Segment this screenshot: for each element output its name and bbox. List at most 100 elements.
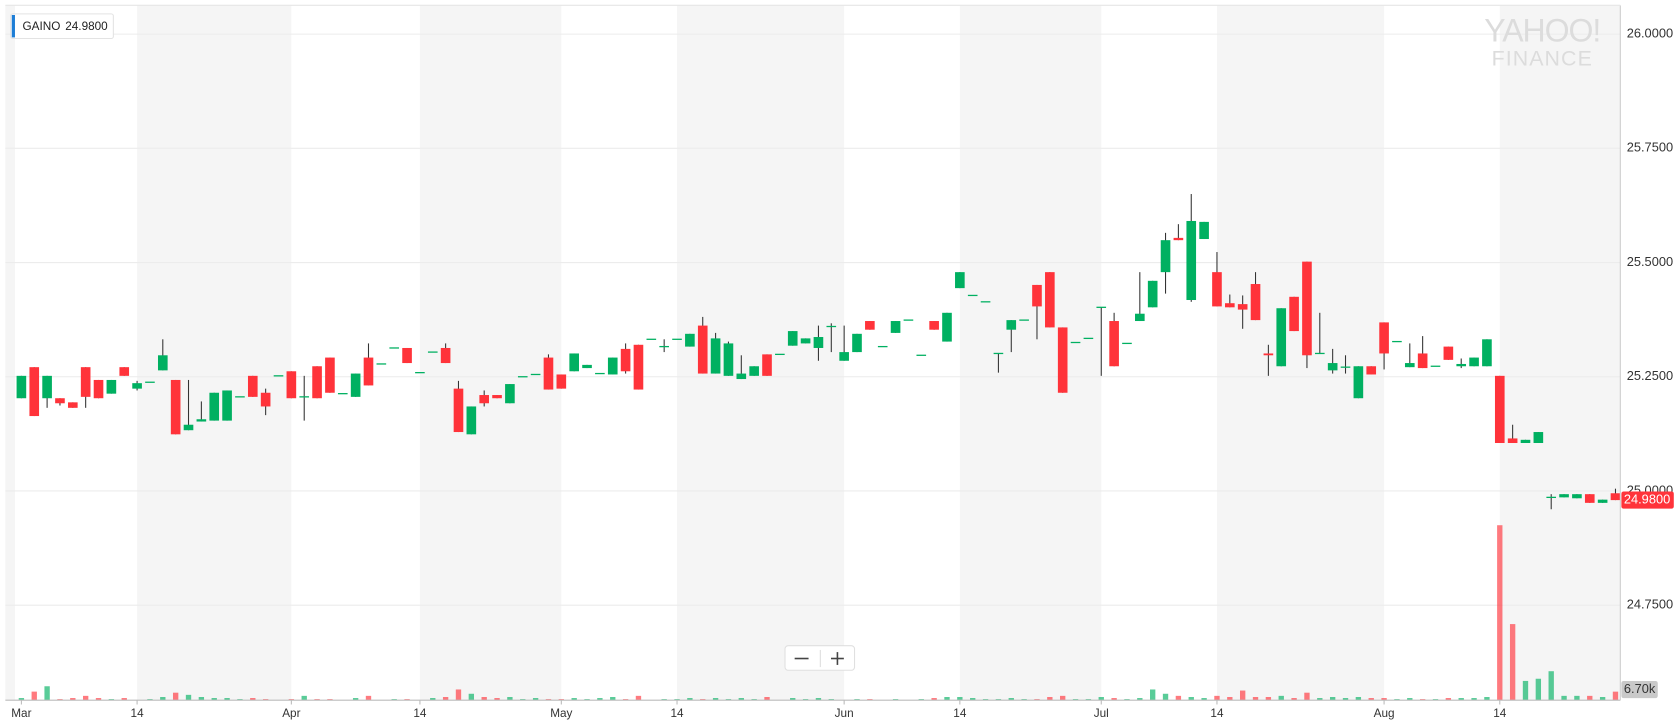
candle-body xyxy=(453,388,464,433)
volume-bar xyxy=(1317,698,1323,701)
candle-body xyxy=(646,338,657,340)
legend-name: GAINO xyxy=(22,20,60,33)
y-tick-label: 25.2500 xyxy=(1627,368,1673,383)
volume-bar xyxy=(1329,697,1336,701)
volume-bar xyxy=(455,689,462,701)
volume-bar xyxy=(1484,697,1490,701)
volume-bar xyxy=(545,699,552,701)
candle-body xyxy=(916,354,927,356)
volume-bar xyxy=(1587,695,1593,701)
volume-bar xyxy=(1111,698,1117,701)
candle-body xyxy=(1546,496,1557,499)
x-tick-label: 14 xyxy=(670,707,684,720)
candle-body xyxy=(247,375,258,397)
candle-body xyxy=(466,406,477,435)
grid xyxy=(5,33,1621,606)
candle-body xyxy=(1417,353,1428,369)
volume-bar xyxy=(931,698,937,701)
candle-body xyxy=(170,379,181,435)
candle-body xyxy=(1019,319,1029,321)
candle-body xyxy=(119,367,130,376)
volume-bar xyxy=(944,697,950,701)
candle-body xyxy=(852,333,862,353)
volume-bar xyxy=(1612,691,1619,701)
candle-body xyxy=(620,348,631,372)
volume-bar xyxy=(1150,689,1156,701)
candle-body xyxy=(1494,375,1505,444)
candle-body xyxy=(1430,365,1441,367)
volume-bar xyxy=(1368,698,1374,701)
volume-bar xyxy=(57,699,63,701)
volume-bar xyxy=(121,698,127,701)
volume-bar xyxy=(1574,695,1580,701)
volume-bar xyxy=(1445,698,1452,701)
candle-body xyxy=(1212,272,1222,307)
candle-body xyxy=(1083,337,1094,340)
candle-body xyxy=(1109,321,1119,367)
y-tick-label: 25.5000 xyxy=(1627,254,1673,269)
candle-body xyxy=(427,351,438,353)
volume-bar xyxy=(1497,525,1503,701)
volume-bar xyxy=(1175,695,1182,701)
candle-body xyxy=(1559,494,1569,498)
volume-layer xyxy=(18,525,1619,701)
candle-body xyxy=(1302,261,1312,356)
shaded-band xyxy=(5,5,15,701)
volume-bar xyxy=(867,699,873,701)
volume-bar xyxy=(1201,698,1207,701)
x-tick-label: 14 xyxy=(1210,707,1224,720)
watermark-finance: FINANCE xyxy=(1492,47,1593,71)
candle-body xyxy=(980,301,991,303)
volume-bar xyxy=(1060,695,1066,701)
volume-bar xyxy=(1599,697,1606,701)
volume-bar xyxy=(1419,699,1426,701)
volume-bar xyxy=(1162,693,1169,701)
candle-body xyxy=(1147,280,1158,308)
candle-body xyxy=(183,424,194,431)
candle-body xyxy=(1443,346,1454,360)
volume-bar xyxy=(1458,698,1464,701)
volume-bar xyxy=(82,695,89,701)
volume-bar xyxy=(224,698,230,701)
candle-body xyxy=(775,353,785,356)
candle-body xyxy=(517,376,528,378)
candle-body xyxy=(1469,357,1479,367)
candle-body xyxy=(607,357,618,375)
volume-bar xyxy=(970,698,976,701)
candle-body xyxy=(145,381,155,383)
candle-body xyxy=(1173,237,1184,241)
candle-body xyxy=(1225,303,1235,308)
candle-body xyxy=(1096,306,1107,308)
volume-bar xyxy=(1432,699,1439,701)
candle-body xyxy=(530,373,541,376)
candle-body xyxy=(1314,352,1325,355)
candle-body xyxy=(1237,304,1248,310)
last-price-label: 24.9800 xyxy=(1624,492,1670,507)
candle-body xyxy=(1507,438,1518,444)
candle-body xyxy=(299,396,310,398)
volume-bar xyxy=(352,698,359,701)
candle-body xyxy=(67,402,78,408)
zoom-in-button[interactable] xyxy=(820,646,854,671)
candle-body xyxy=(157,355,168,371)
zoom-out-button[interactable] xyxy=(785,646,819,671)
candle-body xyxy=(582,364,592,369)
candle-body xyxy=(1482,339,1492,367)
x-tick-label: Apr xyxy=(282,707,300,720)
volume-bar xyxy=(1291,698,1297,701)
candle-body xyxy=(1045,272,1055,328)
volume-bar xyxy=(108,699,115,701)
legend-value: 24.9800 xyxy=(65,20,108,33)
candle-body xyxy=(685,333,695,347)
volume-bar xyxy=(764,697,770,701)
candle-body xyxy=(1289,296,1299,332)
candle-body xyxy=(312,366,322,399)
volume-bar xyxy=(1548,671,1554,701)
x-tick-label: May xyxy=(550,707,572,720)
volume-bar xyxy=(1304,692,1310,701)
candle-body xyxy=(209,392,220,421)
candle-body xyxy=(839,352,849,361)
candle-body xyxy=(1186,220,1197,301)
candle-body xyxy=(1379,322,1389,354)
candle-body xyxy=(826,325,837,328)
